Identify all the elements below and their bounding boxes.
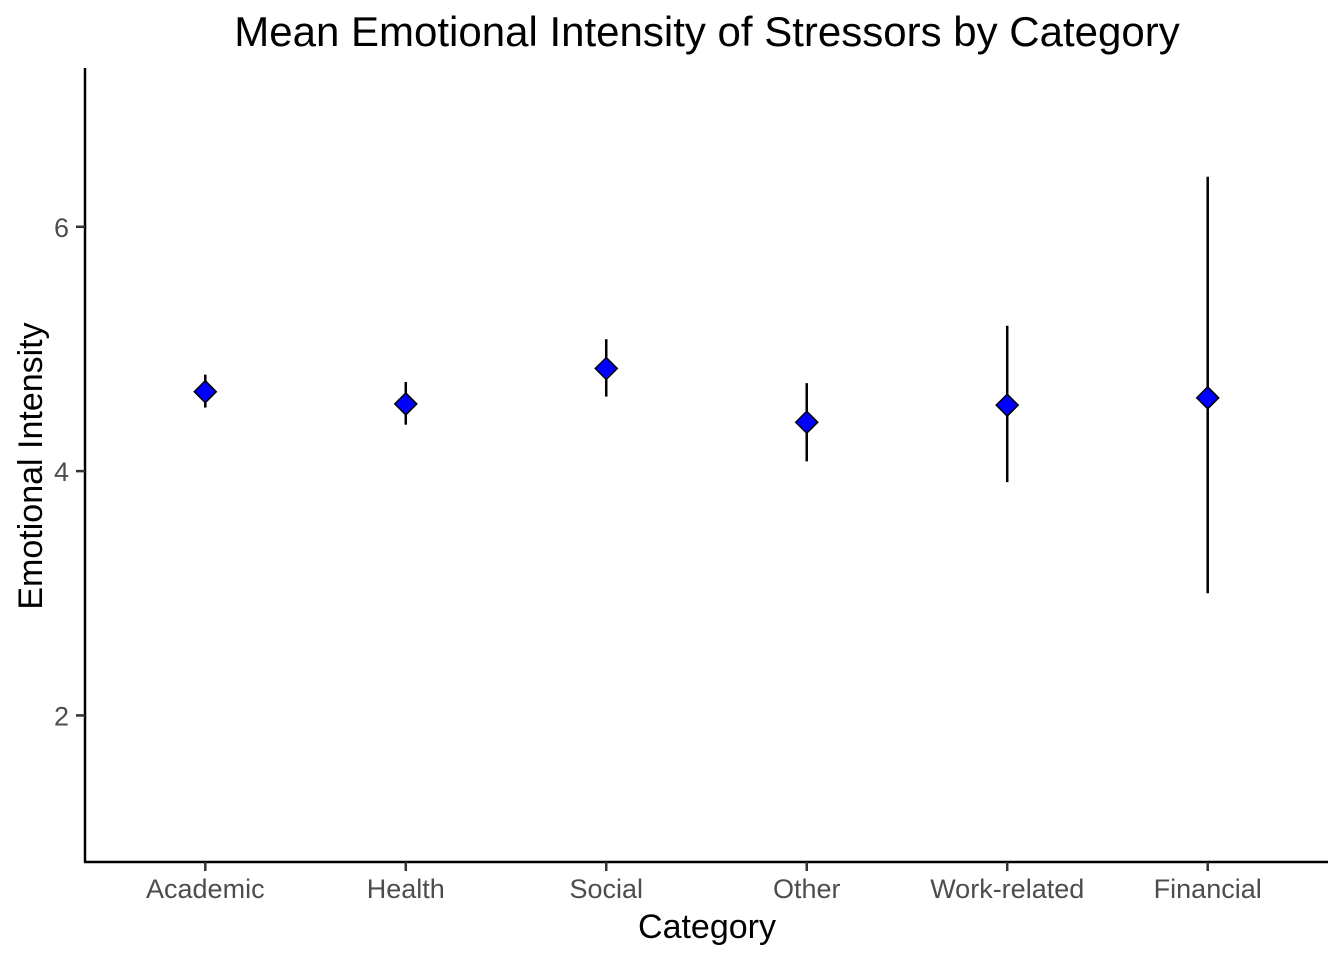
y-axis-title: Emotional Intensity bbox=[12, 322, 50, 609]
data-point bbox=[193, 379, 218, 404]
plot-area bbox=[193, 176, 1220, 594]
data-point bbox=[995, 393, 1020, 418]
data-point bbox=[393, 391, 418, 416]
chart-title: Mean Emotional Intensity of Stressors by… bbox=[234, 8, 1179, 55]
x-tick-label: Work-related bbox=[930, 874, 1084, 904]
x-tick-label: Other bbox=[773, 874, 841, 904]
x-axis-ticks: Academic Health Social Other Work-related Fin… bbox=[146, 862, 1262, 904]
x-tick-label: Social bbox=[569, 874, 643, 904]
data-point bbox=[1195, 385, 1220, 410]
x-tick-label: Academic bbox=[146, 874, 265, 904]
y-tick-label: 4 bbox=[54, 457, 69, 487]
y-tick-label: 2 bbox=[54, 701, 69, 731]
x-tick-label: Health bbox=[367, 874, 445, 904]
y-tick-label: 6 bbox=[54, 213, 69, 243]
data-point bbox=[794, 410, 819, 435]
x-tick-label: Financial bbox=[1154, 874, 1262, 904]
x-axis-title: Category bbox=[638, 908, 776, 946]
data-point bbox=[594, 356, 619, 381]
y-axis-ticks: 2 4 6 bbox=[54, 213, 85, 731]
